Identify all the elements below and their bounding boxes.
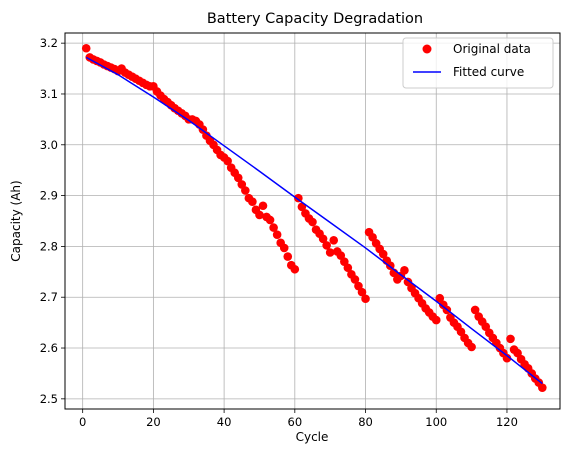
data-point [308, 217, 317, 227]
data-point [357, 287, 367, 297]
data-point [265, 215, 275, 225]
plot-frame [64, 32, 561, 410]
x-tick-label: 0 [79, 415, 86, 429]
data-point [248, 197, 257, 206]
data-point [223, 156, 232, 166]
y-tick-label: 2.5 [40, 392, 58, 406]
x-tick-label: 80 [358, 415, 373, 429]
plot-series [81, 43, 547, 392]
fitted-curve-line [85, 56, 543, 385]
y-tick-label: 2.8 [40, 239, 58, 253]
x-axis-label: Cycle [296, 430, 329, 444]
y-tick-label: 2.6 [40, 341, 58, 355]
data-point [435, 293, 445, 303]
y-tick-label: 2.7 [40, 290, 58, 304]
data-point [255, 210, 264, 220]
data-point [269, 223, 278, 232]
y-axis-label: Capacity (Ah) [9, 180, 23, 261]
data-point [361, 294, 370, 304]
data-point [400, 265, 409, 275]
data-point [343, 263, 353, 273]
x-tick-label: 60 [288, 415, 303, 429]
data-point [233, 173, 243, 183]
x-tick-label: 100 [425, 415, 447, 429]
data-point [241, 186, 250, 195]
data-point [318, 234, 328, 244]
legend: Original data Fitted curve [402, 37, 554, 89]
legend-label-original-data: Original data [453, 42, 531, 56]
data-point [502, 353, 512, 363]
x-tick-label: 20 [146, 415, 161, 429]
data-point [272, 230, 282, 240]
legend-box [402, 37, 554, 89]
data-point [431, 315, 441, 325]
data-point [290, 264, 300, 274]
x-axis-ticks: 0 20 40 60 80 100 120 [79, 409, 518, 429]
y-axis-ticks: 2.5 2.6 2.7 2.8 2.9 3.0 3.1 3.2 [40, 36, 65, 406]
y-tick-label: 3.1 [40, 87, 58, 101]
data-point [506, 334, 515, 344]
chart-title: Battery Capacity Degradation [207, 11, 423, 27]
data-point [81, 43, 91, 53]
y-tick-label: 3.0 [40, 138, 58, 152]
data-point [325, 248, 335, 257]
data-point [279, 243, 289, 253]
legend-label-fitted-curve: Fitted curve [453, 65, 524, 79]
data-point [329, 236, 339, 245]
data-point [322, 241, 331, 250]
data-point [283, 252, 293, 261]
grid-lines [65, 33, 560, 409]
data-point [350, 275, 360, 284]
data-point [378, 249, 388, 259]
original-data-points [81, 43, 547, 392]
legend-marker-original-data [422, 44, 432, 54]
x-tick-label: 120 [496, 415, 518, 429]
data-point [470, 305, 480, 315]
data-point [467, 342, 476, 352]
y-tick-label: 2.9 [40, 189, 58, 203]
y-tick-label: 3.2 [40, 36, 58, 50]
x-tick-label: 40 [217, 415, 232, 429]
data-point [538, 383, 547, 392]
data-point [258, 201, 268, 211]
